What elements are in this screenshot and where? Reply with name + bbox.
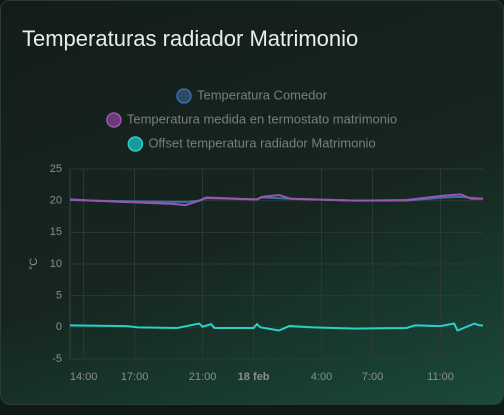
x-tick-label: 11:00	[427, 371, 454, 383]
legend-label: Temperatura Comedor	[197, 87, 328, 102]
legend-label: Offset temperatura radiador Matrimonio	[148, 135, 375, 150]
series-line	[69, 322, 483, 332]
chart-title: Temperaturas radiador Matrimonio	[22, 26, 358, 51]
x-tick-label: 7:00	[362, 371, 383, 383]
y-tick-label: 0	[56, 321, 62, 333]
legend-marker	[127, 136, 144, 152]
y-tick-label: -5	[52, 353, 62, 365]
y-tick-label: 20	[50, 195, 62, 207]
y-tick-label: 10	[50, 258, 62, 270]
x-tick-label: 14:00	[70, 371, 98, 383]
x-tick-label: 18 feb	[238, 371, 270, 383]
legend-marker	[176, 88, 192, 104]
y-tick-label: 15	[50, 226, 62, 238]
y-axis-label: °C	[28, 258, 40, 270]
y-tick-label: 25	[50, 163, 62, 175]
x-tick-label: 21:00	[189, 371, 217, 383]
y-tick-label: 5	[56, 290, 62, 302]
x-tick-label: 4:00	[311, 371, 332, 383]
x-tick-label: 17:00	[121, 371, 149, 383]
series-line	[69, 193, 483, 207]
legend-label: Temperatura medida en termostato matrimo…	[127, 111, 397, 126]
legend-marker	[106, 112, 122, 128]
